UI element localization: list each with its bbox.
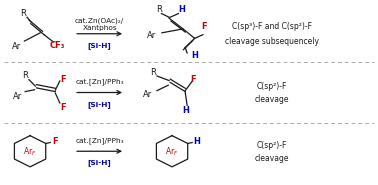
Text: Ar: Ar: [13, 92, 22, 101]
Text: Ar: Ar: [147, 31, 156, 40]
Text: cat.Zn(OAc)₂/: cat.Zn(OAc)₂/: [75, 17, 124, 24]
Text: Ar$_F$: Ar$_F$: [23, 145, 37, 157]
Text: cleavage subsequencely: cleavage subsequencely: [225, 37, 319, 46]
Text: R: R: [150, 68, 156, 77]
Text: H: H: [178, 5, 185, 14]
Text: F: F: [52, 137, 58, 146]
Text: [Si-H]: [Si-H]: [88, 101, 112, 108]
Text: Xantphos: Xantphos: [82, 25, 117, 31]
Text: R: R: [156, 5, 162, 14]
Text: H: H: [191, 51, 198, 60]
Text: H: H: [183, 106, 189, 115]
Text: F: F: [60, 75, 66, 84]
Text: Ar: Ar: [143, 90, 152, 99]
Text: CF₃: CF₃: [50, 41, 65, 50]
Text: cat.[Zn]/PPh₃: cat.[Zn]/PPh₃: [76, 78, 124, 85]
Text: R: R: [22, 71, 28, 80]
Text: F: F: [191, 75, 196, 84]
Text: C(sp³)-F and C(sp²)-F: C(sp³)-F and C(sp²)-F: [232, 22, 312, 31]
Text: C(sp²)-F: C(sp²)-F: [257, 141, 287, 150]
Text: cleavage: cleavage: [255, 154, 289, 163]
Text: [Si-H]: [Si-H]: [88, 42, 112, 49]
Text: C(sp²)-F: C(sp²)-F: [257, 83, 287, 92]
Text: cleavage: cleavage: [255, 95, 289, 104]
Text: H: H: [194, 137, 201, 146]
Text: Ar$_F$: Ar$_F$: [165, 145, 179, 157]
Text: F: F: [201, 22, 207, 31]
Text: [Si-H]: [Si-H]: [88, 159, 112, 166]
Text: Ar: Ar: [12, 42, 22, 51]
Text: R: R: [20, 9, 26, 18]
Text: cat.[Zn]/PPh₃: cat.[Zn]/PPh₃: [76, 137, 124, 144]
Text: F: F: [60, 103, 66, 112]
